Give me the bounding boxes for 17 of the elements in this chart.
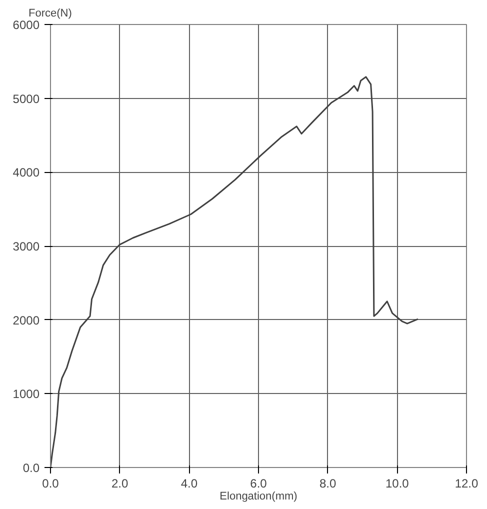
x-tick-label: 10.0: [385, 476, 410, 490]
y-axis-title: Force(N): [28, 8, 72, 20]
y-tick-label: 6000: [12, 18, 40, 32]
y-tick-label: 5000: [12, 92, 40, 106]
x-tick-label: 6.0: [250, 476, 268, 490]
y-tick-label: 1000: [12, 387, 40, 402]
x-tick-label: 2.0: [111, 476, 128, 490]
x-axis-title: Elongation(mm): [220, 490, 298, 502]
y-tick-label: 3000: [12, 240, 40, 254]
y-tick-label: 0.0: [22, 461, 40, 475]
x-tick-label: 8.0: [319, 476, 336, 490]
x-tick-label: 12.0: [454, 476, 479, 490]
y-tick-label: 4000: [12, 166, 40, 180]
x-tick-label: 4.0: [180, 476, 198, 490]
y-tick-label: 2000: [12, 313, 40, 328]
line-series: [50, 76, 419, 468]
x-tick-label: 0.0: [42, 476, 60, 490]
